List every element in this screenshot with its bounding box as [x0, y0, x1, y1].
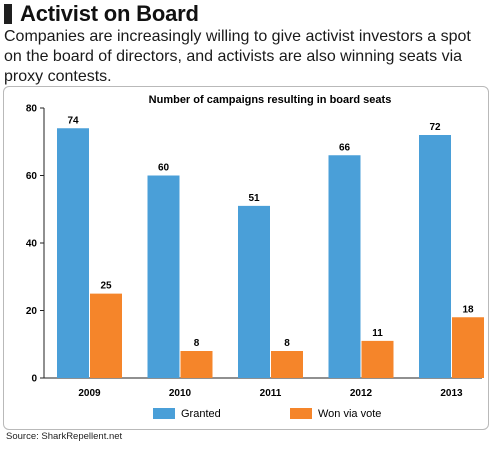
x-tick-label: 2012: [350, 388, 373, 399]
y-tick-label: 20: [26, 306, 38, 317]
x-tick-label: 2013: [440, 388, 463, 399]
bar-value-label: 72: [429, 122, 441, 133]
legend-swatch-won-via-vote: [290, 408, 312, 419]
page-title: Activist on Board: [20, 1, 199, 26]
bar-value-label: 60: [158, 163, 170, 174]
bar-won-via-vote-2011: [271, 351, 303, 378]
source-note: Source: SharkRepellent.net: [6, 431, 123, 442]
bar-value-label: 74: [67, 115, 79, 126]
bar-value-label: 11: [372, 328, 383, 339]
bar-granted-2012: [328, 155, 361, 378]
chart-title: Number of campaigns resulting in board s…: [149, 94, 392, 106]
x-tick-label: 2010: [169, 388, 192, 399]
bar-granted-2011: [238, 205, 270, 378]
bar-won-via-vote-2010: [180, 351, 213, 378]
x-tick-label: 2011: [260, 388, 282, 399]
bar-won-via-vote-2009: [90, 293, 122, 378]
y-tick-label: 80: [26, 104, 38, 115]
y-tick-label: 0: [31, 374, 37, 385]
legend-label: Won via vote: [318, 408, 381, 420]
legend-label: Granted: [181, 408, 221, 420]
bar-value-label: 8: [284, 338, 290, 349]
bar-value-label: 25: [100, 281, 112, 292]
page-subtitle: Companies are increasingly willing to gi…: [4, 28, 471, 85]
bar-value-label: 8: [194, 338, 200, 349]
x-tick-label: 2009: [78, 388, 101, 399]
bar-value-label: 18: [462, 304, 474, 315]
bar-won-via-vote-2012: [361, 340, 394, 378]
bar-granted-2013: [419, 135, 451, 378]
legend-swatch-granted: [153, 408, 175, 419]
bar-value-label: 66: [339, 142, 351, 153]
y-tick-label: 40: [26, 239, 38, 250]
bar-granted-2009: [57, 128, 89, 378]
bar-value-label: 51: [248, 193, 260, 204]
y-tick-label: 60: [26, 171, 38, 182]
bar-won-via-vote-2013: [452, 317, 484, 378]
title-accent-bar: [4, 4, 12, 24]
bar-granted-2010: [147, 175, 180, 378]
